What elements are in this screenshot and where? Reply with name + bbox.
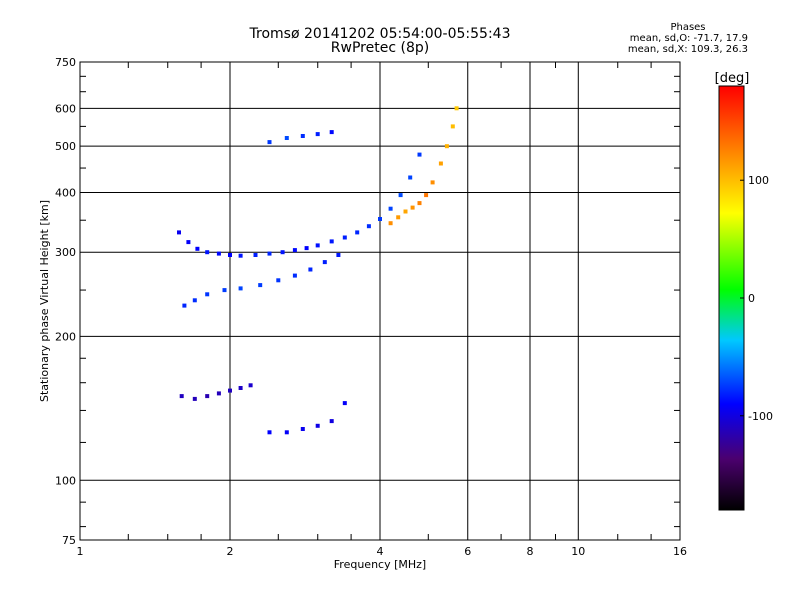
data-point — [192, 298, 197, 303]
data-point — [205, 394, 210, 399]
data-point — [322, 260, 327, 265]
data-point — [292, 273, 297, 278]
x-tick-label: 2 — [227, 545, 234, 558]
phase-stats-x: mean, sd,X: 109.3, 26.3 — [627, 44, 748, 55]
data-point — [417, 152, 422, 157]
data-point — [450, 124, 455, 129]
y-tick-label: 200 — [55, 330, 76, 343]
y-tick-label: 100 — [55, 474, 76, 487]
data-point — [276, 278, 281, 283]
y-tick-label: 75 — [62, 534, 76, 547]
data-point — [179, 394, 184, 399]
scatter-points — [177, 106, 459, 435]
plot-frame — [79, 61, 681, 541]
y-tick-label: 750 — [55, 56, 76, 69]
x-axis-title: Frequency [MHz] — [334, 558, 426, 571]
x-tick-label: 1 — [77, 545, 84, 558]
data-point — [315, 132, 320, 137]
data-point — [430, 180, 435, 185]
colorbar-tick-label: 100 — [748, 174, 769, 187]
x-tick-label: 4 — [377, 545, 384, 558]
data-point — [329, 130, 334, 135]
y-tick-label: 300 — [55, 246, 76, 259]
data-point — [417, 201, 422, 206]
data-point — [205, 292, 210, 297]
data-point — [284, 430, 289, 435]
data-point — [228, 388, 232, 393]
data-point — [308, 267, 313, 272]
data-point — [195, 246, 200, 251]
y-tick-label: 600 — [55, 102, 76, 115]
colorbar-tick-label: 0 — [748, 292, 755, 305]
data-point — [253, 253, 258, 257]
colorbar: [deg] -100 0 100 — [715, 71, 773, 511]
data-point — [396, 215, 401, 220]
data-point — [300, 134, 305, 138]
x-tick-label: 10 — [571, 545, 585, 558]
phase-heading: Phases — [670, 22, 706, 33]
x-tick-label: 8 — [527, 545, 534, 558]
data-point — [329, 239, 334, 244]
data-point — [216, 391, 221, 396]
data-point — [398, 193, 403, 198]
data-point — [238, 286, 243, 291]
data-point — [284, 136, 289, 140]
data-point — [444, 144, 449, 149]
data-point — [342, 235, 347, 240]
data-point — [388, 206, 393, 211]
data-point — [238, 253, 243, 258]
data-point — [238, 386, 243, 390]
x-tick-label: 6 — [464, 545, 471, 558]
data-point — [267, 140, 272, 145]
y-tick-label: 500 — [55, 140, 76, 153]
data-point — [192, 396, 197, 401]
data-point — [403, 209, 408, 214]
data-point — [315, 243, 320, 248]
phase-stats-o: mean, sd,O: -71.7, 17.9 — [629, 33, 748, 44]
data-point — [410, 205, 415, 210]
colorbar-label: [deg] — [715, 71, 750, 86]
data-point — [355, 230, 360, 235]
colorbar-gradient — [718, 85, 745, 511]
data-point — [438, 161, 443, 166]
data-point — [329, 419, 334, 424]
data-point — [280, 250, 285, 255]
data-point — [267, 430, 272, 435]
data-point — [336, 253, 341, 257]
data-point — [408, 175, 413, 180]
x-tick-label: 16 — [673, 545, 687, 558]
data-point — [366, 224, 371, 229]
data-point — [388, 221, 393, 226]
data-point — [300, 427, 305, 431]
data-point — [424, 193, 429, 198]
data-point — [216, 251, 221, 256]
data-point — [292, 248, 297, 253]
data-point — [228, 253, 232, 257]
data-point — [454, 106, 459, 111]
grid — [80, 62, 680, 540]
data-point — [258, 283, 263, 288]
data-point — [342, 401, 347, 406]
y-axis-title: Stationary phase Virtual Height [km] — [38, 200, 51, 402]
data-point — [304, 246, 309, 251]
data-point — [248, 383, 253, 388]
data-point — [177, 230, 181, 235]
data-point — [267, 251, 272, 256]
data-point — [378, 217, 382, 221]
data-point — [182, 303, 187, 308]
data-point — [315, 423, 320, 428]
y-tick-label: 400 — [55, 186, 76, 199]
data-point — [186, 240, 191, 245]
axis-ticks: 1 2 4 6 8 10 16 75 100 200 300 400 500 600 750 — [55, 56, 687, 558]
chart-title: Tromsø 20141202 05:54:00-05:55:43 — [249, 26, 511, 42]
colorbar-tick-label: -100 — [748, 410, 773, 423]
chart-subtitle: RwPretec (8p) — [330, 40, 430, 56]
data-point — [205, 250, 210, 255]
data-point — [222, 288, 227, 293]
